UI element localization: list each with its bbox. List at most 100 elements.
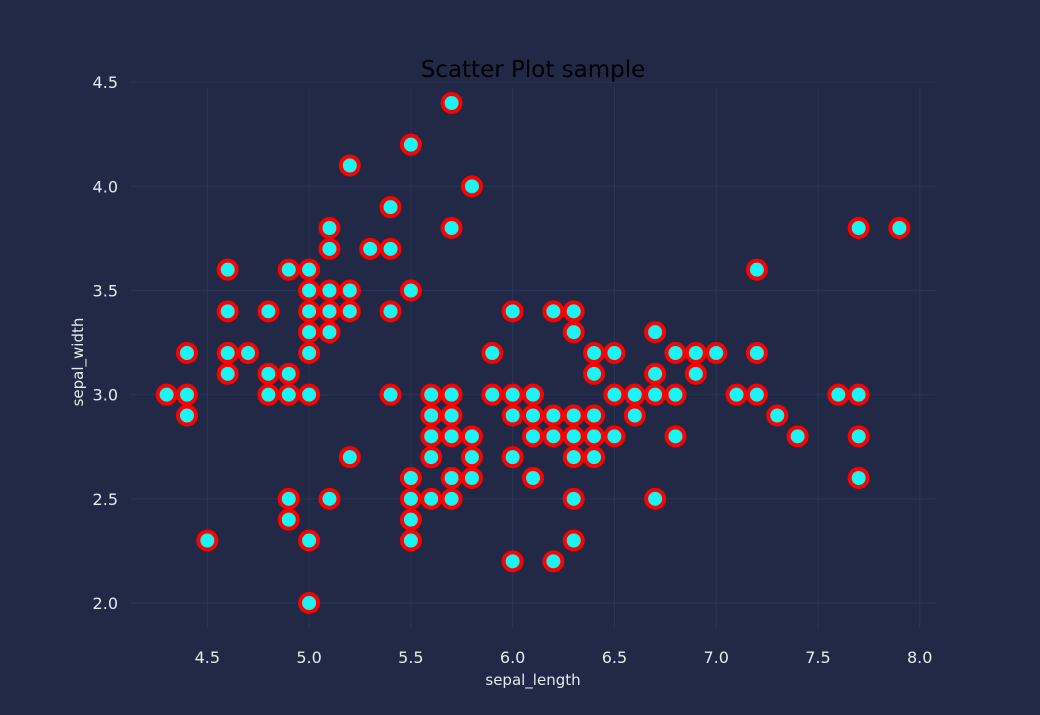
data-point (399, 487, 422, 510)
data-point (318, 279, 341, 302)
data-point (847, 425, 870, 448)
data-point (562, 321, 585, 344)
data-point (501, 300, 524, 323)
data-point (888, 217, 911, 239)
data-point (338, 279, 361, 302)
data-point (725, 383, 748, 406)
data-point (847, 217, 870, 239)
data-point (522, 425, 544, 448)
data-point (705, 342, 728, 364)
data-point (460, 467, 483, 489)
data-point (644, 362, 667, 385)
data-point (603, 425, 626, 448)
data-point (196, 529, 219, 552)
data-point (440, 383, 463, 406)
y-tick-label: 2.0 (93, 594, 118, 613)
data-point (399, 279, 422, 302)
data-point (745, 383, 768, 406)
data-point (298, 529, 321, 552)
data-point (420, 425, 443, 448)
data-point (277, 383, 300, 406)
data-point (318, 487, 341, 510)
data-point (623, 383, 646, 406)
data-point (562, 446, 585, 469)
data-point (583, 446, 606, 469)
data-point (298, 279, 321, 302)
data-point (216, 362, 239, 385)
data-point (603, 342, 626, 364)
data-point (562, 300, 585, 323)
data-point (684, 342, 707, 364)
data-point (298, 383, 321, 406)
data-point (562, 404, 585, 427)
data-point (216, 300, 239, 323)
data-point (175, 342, 198, 364)
x-tick-label: 4.5 (195, 648, 220, 667)
data-point (623, 404, 646, 427)
data-point (216, 258, 239, 281)
data-point (583, 425, 606, 448)
data-point (460, 425, 483, 448)
data-point (318, 217, 341, 239)
data-point (420, 446, 443, 469)
data-point (481, 342, 504, 364)
x-tick-label: 7.0 (703, 648, 728, 667)
data-point (420, 383, 443, 406)
data-point (298, 321, 321, 344)
y-axis-label: sepal_width (69, 318, 88, 407)
data-point (684, 362, 707, 385)
data-point (277, 362, 300, 385)
data-point (745, 342, 768, 364)
x-tick-label: 5.5 (398, 648, 423, 667)
data-point (277, 508, 300, 531)
data-point (501, 446, 524, 469)
data-point (257, 300, 280, 323)
data-point (298, 342, 321, 364)
x-axis-label: sepal_length (485, 671, 580, 690)
y-tick-label: 4.5 (93, 73, 118, 92)
data-point (155, 383, 178, 406)
data-point (766, 404, 789, 427)
data-point (399, 467, 422, 489)
data-point (481, 383, 504, 406)
x-tick-label: 8.0 (907, 648, 932, 667)
data-point (420, 487, 443, 510)
data-point (542, 550, 565, 573)
chart-title: Scatter Plot sample (421, 57, 646, 83)
data-point (460, 446, 483, 469)
data-point (257, 362, 280, 385)
x-tick-label: 6.0 (500, 648, 525, 667)
data-point (827, 383, 850, 406)
data-point (562, 425, 585, 448)
data-point (644, 321, 667, 344)
data-point (440, 467, 463, 489)
data-point (522, 383, 544, 406)
data-point (440, 425, 463, 448)
data-point (359, 237, 382, 260)
data-point (440, 217, 463, 239)
x-tick-label: 5.0 (296, 648, 321, 667)
data-point (786, 425, 809, 448)
data-point (501, 550, 524, 573)
x-tick-label: 7.5 (805, 648, 830, 667)
data-point (379, 196, 402, 219)
data-point (318, 237, 341, 260)
data-point (298, 300, 321, 323)
data-point (522, 467, 544, 489)
data-point (379, 300, 402, 323)
x-tick-label: 6.5 (602, 648, 627, 667)
data-point (460, 175, 483, 198)
data-point (440, 487, 463, 510)
data-point (745, 258, 768, 281)
data-point (847, 467, 870, 489)
data-point (399, 133, 422, 156)
data-point (175, 383, 198, 406)
data-points (155, 92, 911, 614)
data-point (277, 487, 300, 510)
data-point (542, 404, 565, 427)
data-point (175, 404, 198, 427)
data-point (542, 425, 565, 448)
data-point (318, 300, 341, 323)
